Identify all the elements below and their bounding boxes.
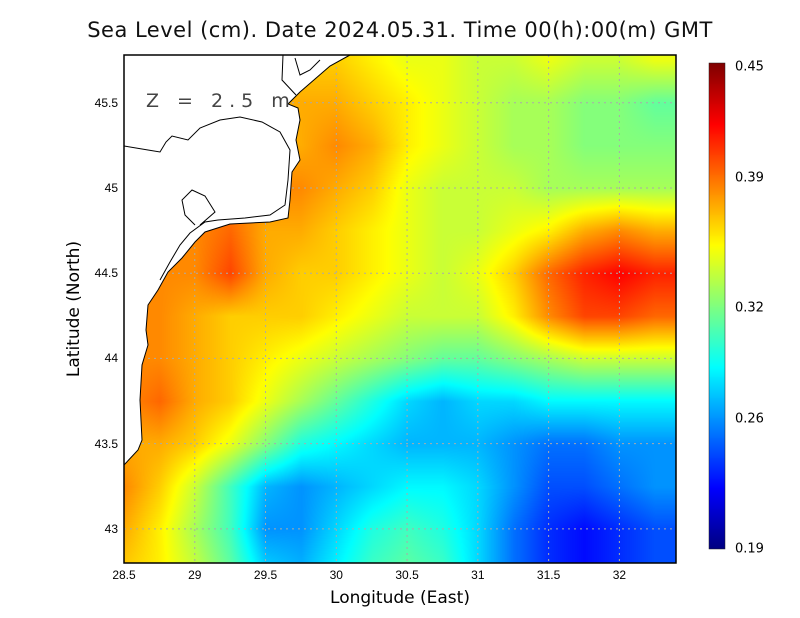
x-tick-label: 29.5 bbox=[253, 568, 278, 582]
y-tick-label: 45 bbox=[104, 180, 118, 195]
colorbar-tick-label: 0.39 bbox=[735, 170, 764, 186]
plot-frame bbox=[123, 54, 677, 564]
x-tick-label: 30 bbox=[329, 568, 343, 582]
x-axis-label: Longitude (East) bbox=[330, 588, 470, 608]
colorbar-tick-label: 0.32 bbox=[735, 300, 764, 316]
y-tick-label: 44 bbox=[104, 351, 118, 366]
y-axis-label: Latitude (North) bbox=[64, 240, 84, 378]
x-tick-label: 28.5 bbox=[112, 568, 136, 582]
colorbar-tick-label: 0.26 bbox=[735, 411, 764, 427]
x-tick-label: 32 bbox=[612, 568, 627, 582]
x-tick-label: 30.5 bbox=[395, 568, 419, 582]
x-tick-label: 29 bbox=[188, 568, 202, 582]
colorbar-tick-label: 0.45 bbox=[735, 59, 764, 75]
colorbar bbox=[709, 63, 725, 549]
depth-annotation: Z = 2.5 m bbox=[146, 90, 296, 112]
x-tick-label: 31.5 bbox=[536, 568, 561, 582]
x-tick-label: 31 bbox=[471, 568, 485, 582]
y-tick-label: 45.5 bbox=[94, 95, 118, 110]
y-tick-label: 43.5 bbox=[94, 436, 118, 451]
y-tick-label: 44.5 bbox=[94, 266, 118, 281]
colorbar-frame bbox=[708, 62, 726, 550]
coastline-lagoon bbox=[123, 54, 321, 281]
chart-title: Sea Level (cm). Date 2024.05.31. Time 00… bbox=[87, 18, 713, 42]
y-tick-label: 43 bbox=[104, 521, 118, 536]
land-mass bbox=[123, 54, 351, 467]
colorbar-tick-label: 0.19 bbox=[735, 541, 764, 557]
